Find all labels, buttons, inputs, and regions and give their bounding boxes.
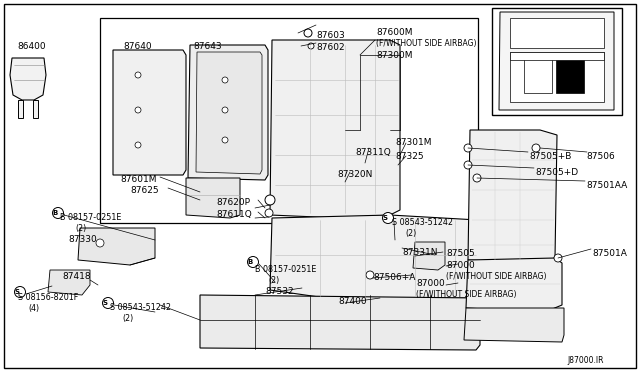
Text: 87330: 87330 <box>68 235 97 244</box>
Circle shape <box>532 144 540 152</box>
Polygon shape <box>196 52 262 174</box>
Bar <box>510 52 604 60</box>
Text: 87505+D: 87505+D <box>535 168 578 177</box>
Circle shape <box>15 286 26 298</box>
Text: 87311Q: 87311Q <box>355 148 391 157</box>
Circle shape <box>308 43 314 49</box>
Text: 87325: 87325 <box>395 152 424 161</box>
Circle shape <box>135 107 141 113</box>
Text: 87625: 87625 <box>130 186 159 195</box>
Polygon shape <box>270 40 400 218</box>
Text: S: S <box>15 289 19 295</box>
Polygon shape <box>468 130 557 263</box>
Text: 87418: 87418 <box>62 272 91 281</box>
Polygon shape <box>466 258 562 312</box>
Polygon shape <box>188 45 268 180</box>
Text: (4): (4) <box>28 304 39 313</box>
Polygon shape <box>18 100 23 118</box>
Polygon shape <box>113 50 186 175</box>
Text: 87000: 87000 <box>416 279 445 288</box>
Circle shape <box>464 144 472 152</box>
Text: S: S <box>383 215 387 221</box>
Text: 87603: 87603 <box>316 31 345 40</box>
Bar <box>556 58 584 93</box>
Text: 86400: 86400 <box>17 42 45 51</box>
Text: B 08157-0251E: B 08157-0251E <box>255 265 316 274</box>
Circle shape <box>265 209 273 217</box>
Circle shape <box>222 107 228 113</box>
Circle shape <box>135 142 141 148</box>
Text: (2): (2) <box>268 276 279 285</box>
Polygon shape <box>492 8 622 115</box>
Text: (F/WITHOUT SIDE AIRBAG): (F/WITHOUT SIDE AIRBAG) <box>446 272 547 281</box>
Polygon shape <box>10 58 46 100</box>
Circle shape <box>304 29 312 37</box>
Text: 87611Q: 87611Q <box>216 210 252 219</box>
Bar <box>100 18 478 223</box>
Polygon shape <box>33 100 38 118</box>
Text: S 08543-51242: S 08543-51242 <box>392 218 453 227</box>
Text: J87000.IR: J87000.IR <box>567 356 604 365</box>
Text: 87640: 87640 <box>123 42 152 51</box>
Circle shape <box>248 257 259 267</box>
Circle shape <box>135 72 141 78</box>
Bar <box>524 58 552 93</box>
Text: 87301M: 87301M <box>395 138 431 147</box>
Text: S 08156-8201F: S 08156-8201F <box>18 293 78 302</box>
Circle shape <box>96 239 104 247</box>
Circle shape <box>554 254 562 262</box>
Polygon shape <box>78 228 155 265</box>
Bar <box>510 18 604 48</box>
Text: (2): (2) <box>122 314 133 323</box>
Polygon shape <box>48 270 90 295</box>
Text: (F/WITHOUT SIDE AIRBAG): (F/WITHOUT SIDE AIRBAG) <box>376 39 477 48</box>
Text: (2): (2) <box>405 229 416 238</box>
Circle shape <box>222 77 228 83</box>
Text: S 08543-51242: S 08543-51242 <box>110 303 171 312</box>
Text: 87600M: 87600M <box>376 28 413 37</box>
Text: S: S <box>102 300 108 306</box>
Circle shape <box>383 212 394 224</box>
Text: 87643: 87643 <box>193 42 221 51</box>
Text: 87320N: 87320N <box>337 170 372 179</box>
Polygon shape <box>200 295 480 350</box>
Text: 87300M: 87300M <box>376 51 413 60</box>
Text: 87506+A: 87506+A <box>373 273 415 282</box>
Text: 87505+B: 87505+B <box>529 152 572 161</box>
Text: 87602: 87602 <box>316 43 344 52</box>
Polygon shape <box>464 308 564 342</box>
Polygon shape <box>186 178 240 218</box>
Text: 87601M: 87601M <box>120 175 157 184</box>
Text: B 08157-0251E: B 08157-0251E <box>60 213 122 222</box>
Circle shape <box>265 195 275 205</box>
Polygon shape <box>270 215 478 300</box>
Circle shape <box>222 137 228 143</box>
Circle shape <box>464 161 472 169</box>
Text: 87501AA: 87501AA <box>586 181 627 190</box>
Text: 87501A: 87501A <box>592 249 627 258</box>
Text: (2): (2) <box>75 224 86 233</box>
Text: 87331N: 87331N <box>402 248 438 257</box>
Text: 87400: 87400 <box>338 297 367 306</box>
Text: B: B <box>248 259 253 265</box>
Circle shape <box>473 174 481 182</box>
Circle shape <box>52 208 63 218</box>
Text: B: B <box>52 210 58 216</box>
Circle shape <box>102 298 113 308</box>
Polygon shape <box>413 242 445 270</box>
Text: 87620P: 87620P <box>216 198 250 207</box>
Text: 87000: 87000 <box>446 261 475 270</box>
Circle shape <box>366 271 374 279</box>
Polygon shape <box>499 12 614 110</box>
Bar <box>510 52 604 102</box>
Text: 87506: 87506 <box>586 152 615 161</box>
Text: 87532: 87532 <box>265 287 294 296</box>
Text: (F/WITHOUT SIDE AIRBAG): (F/WITHOUT SIDE AIRBAG) <box>416 290 516 299</box>
Text: 87505: 87505 <box>446 249 475 258</box>
